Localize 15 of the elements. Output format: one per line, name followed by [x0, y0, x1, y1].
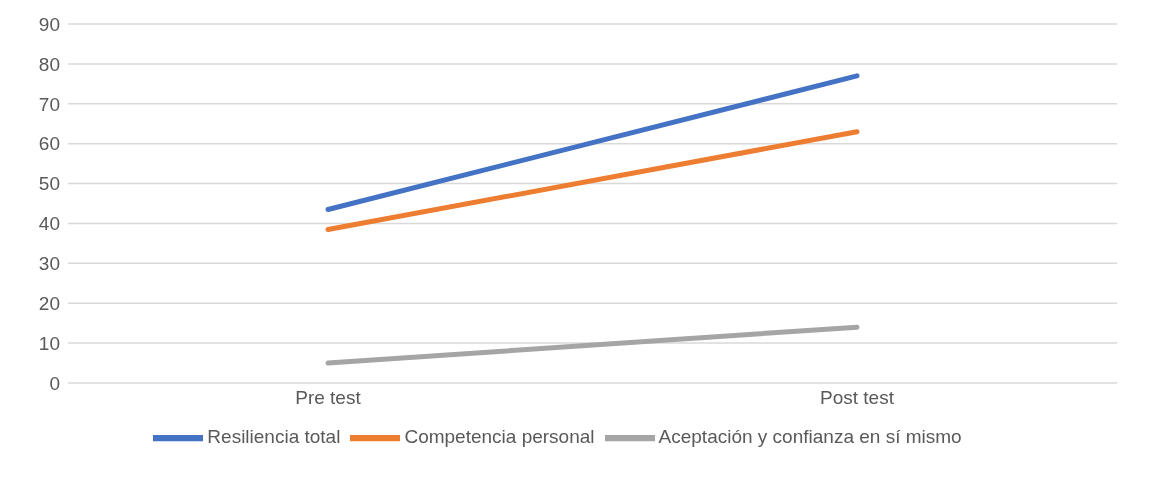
y-tick-label: 30 [38, 253, 60, 275]
y-tick-label: 70 [38, 93, 60, 115]
y-tick-label: 80 [38, 53, 60, 75]
x-tick-label: Pre test [295, 387, 362, 409]
y-tick-label: 60 [38, 133, 60, 155]
y-tick-label: 40 [38, 213, 60, 235]
y-tick-label: 90 [38, 13, 60, 35]
y-tick-label: 20 [38, 292, 60, 314]
y-tick-label: 10 [38, 332, 60, 354]
legend-label: Aceptación y confianza en sí mismo [658, 426, 962, 448]
y-tick-label: 0 [49, 372, 60, 394]
legend-label: Competencia personal [404, 426, 595, 448]
legend-label: Resiliencia total [207, 426, 341, 448]
y-tick-label: 50 [38, 173, 60, 195]
x-tick-label: Post test [820, 387, 895, 409]
